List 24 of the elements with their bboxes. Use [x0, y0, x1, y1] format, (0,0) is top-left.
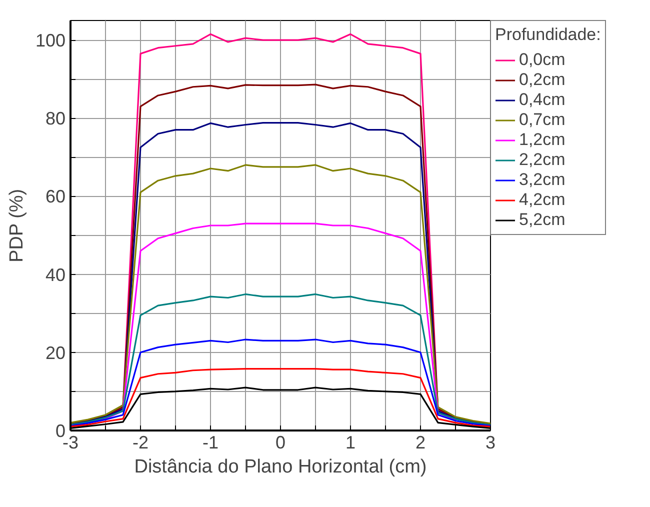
- y-tick-label: 80: [45, 108, 66, 129]
- legend-label: 0,2cm: [519, 70, 566, 90]
- legend-label: 1,2cm: [519, 130, 566, 150]
- y-tick-label: 60: [45, 186, 66, 207]
- y-tick-label: 100: [35, 30, 66, 51]
- line-series: [70, 293, 490, 426]
- y-tick-label: 40: [45, 264, 66, 285]
- x-tick-label: -1: [202, 432, 219, 452]
- legend-label: 3,2cm: [519, 170, 566, 190]
- legend-label: 2,2cm: [519, 150, 566, 170]
- legend-title: Profundidade:: [495, 25, 601, 45]
- x-axis-title: Distância do Plano Horizontal (cm): [134, 456, 427, 478]
- x-tick-label: -2: [132, 432, 149, 452]
- x-tick-label: 0: [275, 432, 286, 452]
- y-axis-title: PDP (%): [6, 188, 28, 262]
- legend-label: 0,0cm: [519, 50, 566, 70]
- legend-label: 0,4cm: [519, 90, 566, 110]
- legend-label: 5,2cm: [519, 210, 566, 230]
- x-tick-label: 2: [415, 432, 426, 452]
- x-tick-label: 3: [485, 432, 496, 452]
- legend-label: 0,7cm: [519, 110, 566, 130]
- legend-label: 4,2cm: [519, 190, 566, 210]
- y-tick-label: 20: [45, 342, 66, 363]
- x-tick-label: 1: [345, 432, 356, 452]
